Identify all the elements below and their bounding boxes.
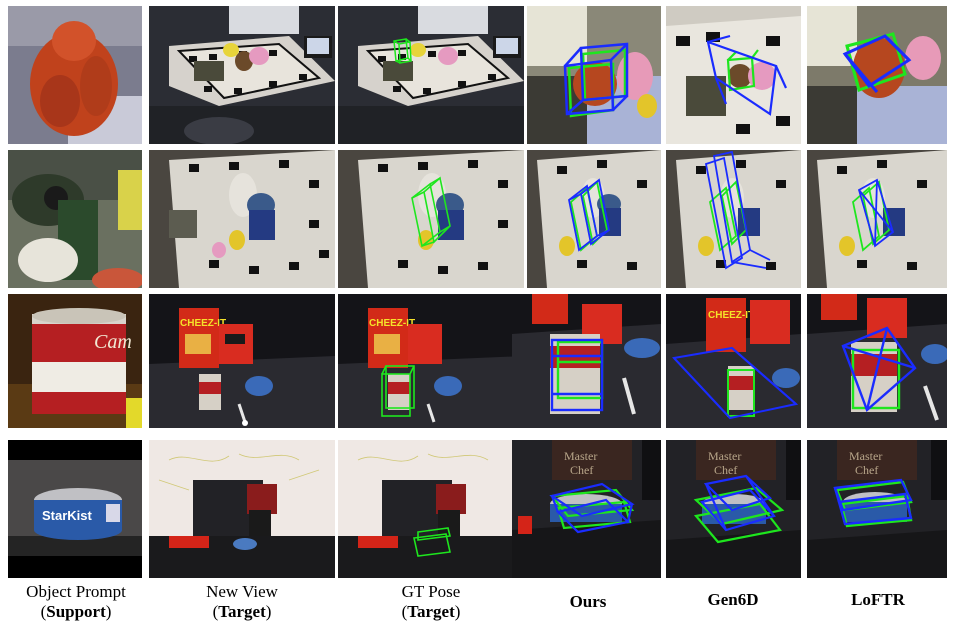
- label-new-view-line1: New View: [206, 582, 278, 601]
- label-gen6d-line1: Gen6D: [707, 590, 759, 609]
- row4-gen6d-image: Master Chef: [666, 440, 801, 578]
- label-ours-line1: Ours: [569, 592, 607, 611]
- label-ours: Ours: [498, 592, 678, 612]
- row4-support-image: StarKist: [8, 440, 142, 578]
- row2-loftr-image: [807, 150, 947, 288]
- master-label-gen6d: Master: [708, 449, 741, 463]
- row1-gt-image: [338, 6, 524, 144]
- chef-label-gen6d: Chef: [714, 463, 737, 477]
- gt-bounding-box: [393, 38, 412, 64]
- row3-support-image: Cam: [8, 294, 142, 428]
- row4-ours-image: Master Chef: [512, 440, 661, 578]
- row1-loftr-image: [807, 6, 947, 144]
- row1-gen6d-image: [666, 6, 801, 144]
- label-object-prompt-line2: (Support): [40, 602, 112, 621]
- row1-ours-image: [527, 6, 661, 144]
- label-new-view-line2: (Target): [212, 602, 272, 621]
- label-gt-pose: GT Pose (Target): [341, 582, 521, 622]
- row3-ours-image: [512, 294, 661, 428]
- row1-support-image: [8, 6, 142, 144]
- row4-loftr-image: Master Chef: [807, 440, 947, 578]
- row2-target-image: [149, 150, 335, 288]
- label-object-prompt: Object Prompt (Support): [0, 582, 166, 622]
- row3-gen6d-image: CHEEZ-IT: [666, 294, 801, 428]
- row3-target-image: CHEEZ-IT: [149, 294, 335, 428]
- label-gt-pose-line2: (Target): [401, 602, 461, 621]
- master-label: Master: [564, 449, 597, 463]
- master-label-loftr: Master: [849, 449, 882, 463]
- row4-target-image: [149, 440, 335, 578]
- row4-gt-image: [338, 440, 524, 578]
- label-loftr-line1: LoFTR: [851, 590, 905, 609]
- label-new-view: New View (Target): [152, 582, 332, 622]
- starkist-label: StarKist: [42, 508, 93, 523]
- chef-label: Chef: [570, 463, 593, 477]
- cheezit-label-gen6d: CHEEZ-IT: [708, 310, 754, 321]
- label-object-prompt-line1: Object Prompt: [26, 582, 126, 601]
- label-gt-pose-line1: GT Pose: [401, 582, 461, 601]
- row1-target-image: [149, 6, 335, 144]
- cheezit-label: CHEEZ-IT: [180, 318, 226, 329]
- chef-label-loftr: Chef: [855, 463, 878, 477]
- campbells-label: Cam: [94, 331, 132, 353]
- cheezit-label-gt: CHEEZ-IT: [369, 318, 415, 329]
- row3-loftr-image: [807, 294, 947, 428]
- row2-support-image: [8, 150, 142, 288]
- label-loftr: LoFTR: [788, 590, 956, 610]
- row3-gt-image: CHEEZ-IT: [338, 294, 524, 428]
- row2-gt-image: [338, 150, 524, 288]
- results-grid: Cam CHEEZ-IT CHEEZ-IT: [8, 6, 947, 578]
- row2-ours-image: [527, 150, 661, 288]
- row2-gen6d-image: [666, 150, 801, 288]
- label-gen6d: Gen6D: [643, 590, 823, 610]
